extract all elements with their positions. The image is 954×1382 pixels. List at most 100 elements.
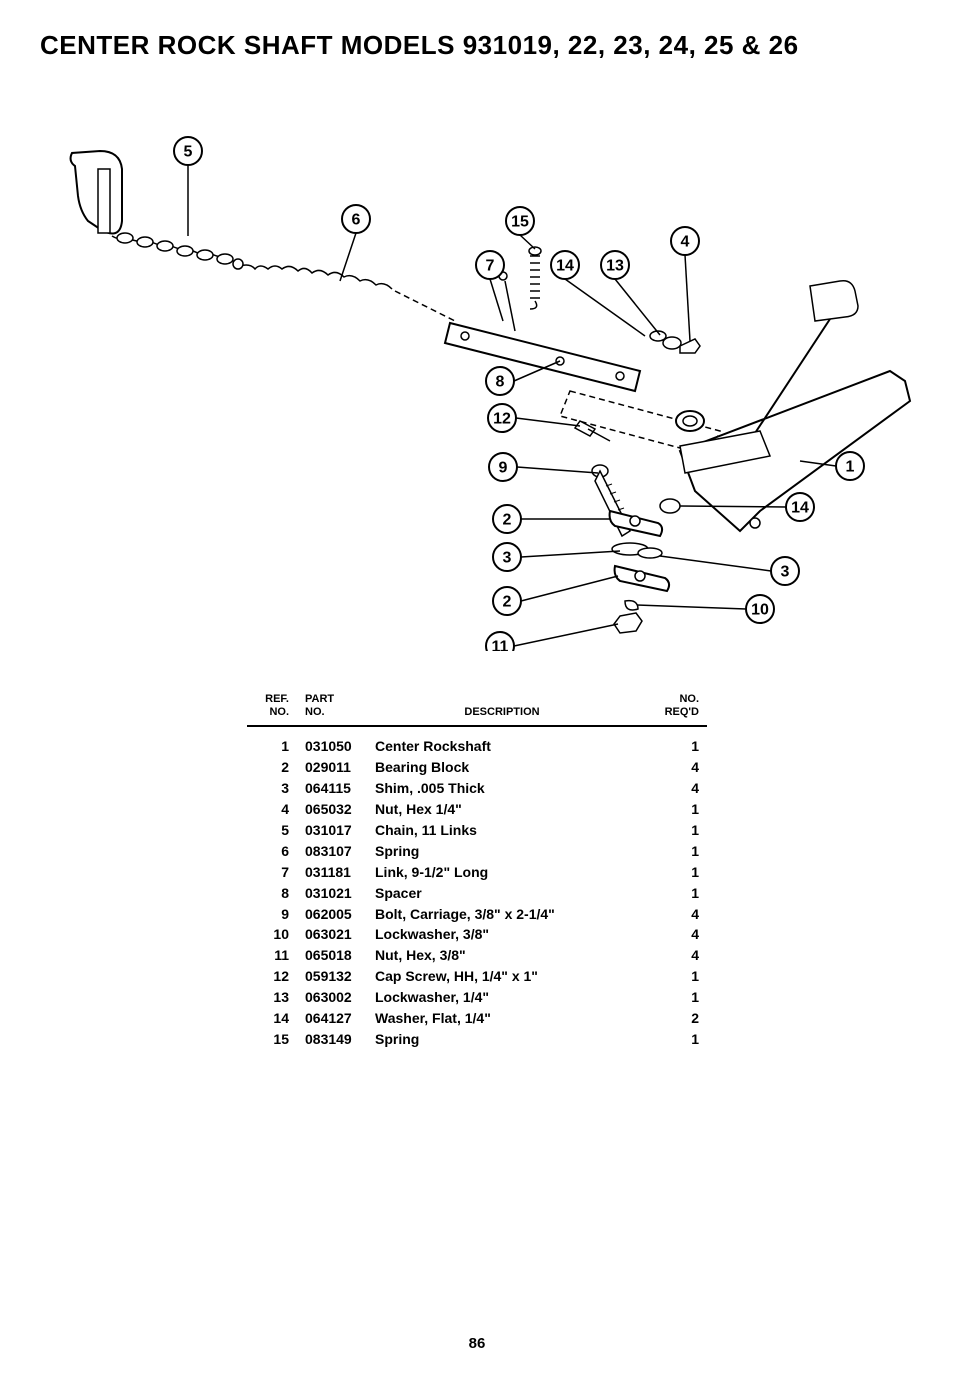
table-row: 9062005Bolt, Carriage, 3/8" x 2-1/4"4 [247,904,707,925]
callout-label-13: 13 [606,258,624,275]
callout-label-4: 4 [681,234,690,251]
cell-part: 063021 [297,924,367,945]
callout-label-7: 7 [486,258,495,275]
cell-ref: 13 [247,987,297,1008]
cell-desc: Shim, .005 Thick [367,778,637,799]
callout-label-14: 14 [791,500,809,517]
cell-ref: 2 [247,757,297,778]
cell-ref: 10 [247,924,297,945]
cell-qty: 1 [637,966,707,987]
cell-desc: Cap Screw, HH, 1/4" x 1" [367,966,637,987]
callout-label-1: 1 [846,459,855,476]
table-row: 8031021Spacer1 [247,883,707,904]
cell-part: 064127 [297,1008,367,1029]
callout-label-12: 12 [493,411,511,428]
cell-qty: 1 [637,726,707,757]
cell-qty: 4 [637,778,707,799]
callout-label-3: 3 [503,550,512,567]
cell-ref: 7 [247,862,297,883]
cell-desc: Spring [367,1029,637,1050]
callout-label-2: 2 [503,512,512,529]
callout-label-14: 14 [556,258,574,275]
cell-part: 063002 [297,987,367,1008]
table-row: 15083149Spring1 [247,1029,707,1050]
cell-ref: 6 [247,841,297,862]
table-row: 6083107Spring1 [247,841,707,862]
table-row: 5031017Chain, 11 Links1 [247,820,707,841]
callout-label-9: 9 [499,460,508,477]
cell-qty: 4 [637,945,707,966]
cell-qty: 4 [637,904,707,925]
cell-desc: Nut, Hex 1/4" [367,799,637,820]
cell-part: 059132 [297,966,367,987]
cell-qty: 1 [637,862,707,883]
table-row: 11065018Nut, Hex, 3/8"4 [247,945,707,966]
cell-part: 083149 [297,1029,367,1050]
cell-desc: Lockwasher, 1/4" [367,987,637,1008]
table-row: 3064115Shim, .005 Thick4 [247,778,707,799]
cell-ref: 14 [247,1008,297,1029]
spring-6-part [233,259,392,289]
cell-qty: 1 [637,987,707,1008]
cell-part: 062005 [297,904,367,925]
cell-part: 065032 [297,799,367,820]
table-row: 10063021Lockwasher, 3/8"4 [247,924,707,945]
cell-part: 031017 [297,820,367,841]
cell-part: 031181 [297,862,367,883]
cell-ref: 8 [247,883,297,904]
cell-desc: Bolt, Carriage, 3/8" x 2-1/4" [367,904,637,925]
callout-label-15: 15 [511,214,529,231]
callout-label-6: 6 [352,212,361,229]
cell-ref: 5 [247,820,297,841]
header-ref: REF.NO. [247,691,297,726]
cell-part: 031050 [297,726,367,757]
table-row: 13063002Lockwasher, 1/4"1 [247,987,707,1008]
spacer-part [445,323,640,391]
cell-desc: Nut, Hex, 3/8" [367,945,637,966]
bearing-block-upper [610,511,663,536]
cell-ref: 12 [247,966,297,987]
cell-ref: 15 [247,1029,297,1050]
cell-part: 083107 [297,841,367,862]
callout-label-8: 8 [496,374,505,391]
callout-label-3: 3 [781,564,790,581]
cell-desc: Chain, 11 Links [367,820,637,841]
table-row: 4065032Nut, Hex 1/4"1 [247,799,707,820]
cell-ref: 11 [247,945,297,966]
page-number: 86 [0,1335,954,1352]
table-row: 1031050Center Rockshaft1 [247,726,707,757]
table-header-row: REF.NO. PARTNO. DESCRIPTION NO. REQ'D [247,691,707,726]
cell-desc: Link, 9-1/2" Long [367,862,637,883]
header-part: PARTNO. [297,691,367,726]
table-row: 7031181Link, 9-1/2" Long1 [247,862,707,883]
table-row: 14064127Washer, Flat, 1/4"2 [247,1008,707,1029]
cell-desc: Center Rockshaft [367,726,637,757]
callout-label-2: 2 [503,594,512,611]
callout-label-5: 5 [184,144,193,161]
cell-qty: 4 [637,924,707,945]
cell-part: 065018 [297,945,367,966]
cell-qty: 2 [637,1008,707,1029]
cell-ref: 3 [247,778,297,799]
link-part [499,272,515,331]
cell-qty: 1 [637,1029,707,1050]
cell-qty: 1 [637,820,707,841]
cell-desc: Spacer [367,883,637,904]
washer-14-right [660,499,680,513]
callout-label-11: 11 [492,639,509,652]
chain-part [112,233,233,264]
cell-ref: 1 [247,726,297,757]
cell-part: 031021 [297,883,367,904]
header-qty: NO. REQ'D [637,691,707,726]
cell-qty: 1 [637,841,707,862]
cell-qty: 1 [637,883,707,904]
cell-part: 029011 [297,757,367,778]
bearing-block-lower [615,566,670,591]
header-desc: DESCRIPTION [367,691,637,726]
cell-desc: Bearing Block [367,757,637,778]
cell-desc: Washer, Flat, 1/4" [367,1008,637,1029]
cell-part: 064115 [297,778,367,799]
cell-desc: Lockwasher, 3/8" [367,924,637,945]
table-row: 12059132Cap Screw, HH, 1/4" x 1"1 [247,966,707,987]
hardware-stack-top [650,331,700,353]
